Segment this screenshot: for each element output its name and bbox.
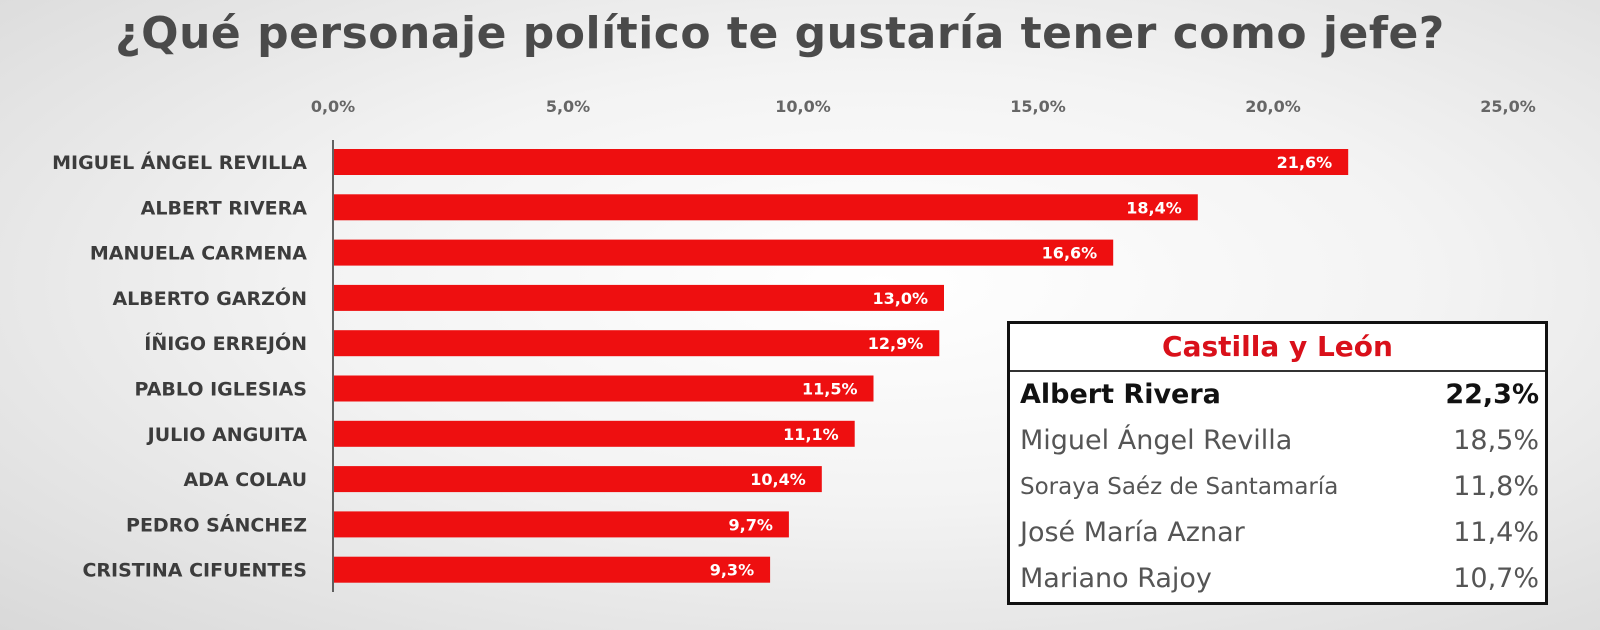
x-tick-label: 20,0% <box>1245 97 1301 116</box>
bar <box>334 149 1349 175</box>
inset-row-name: José María Aznar <box>1020 517 1245 548</box>
data-label: 12,9% <box>868 334 924 353</box>
bar <box>334 239 1114 266</box>
data-label: 10,4% <box>750 470 806 489</box>
category-label: ADA COLAU <box>183 469 307 491</box>
inset-row: Soraya Saéz de Santamaría 11,8% <box>1010 464 1545 510</box>
inset-title: Castilla y León <box>1010 324 1545 372</box>
bar <box>334 420 855 447</box>
inset-row-value: 11,8% <box>1453 471 1539 502</box>
bar <box>334 284 944 311</box>
bar <box>334 556 771 583</box>
category-label: MANUELA CARMENA <box>90 243 307 265</box>
x-tick-label: 15,0% <box>1010 97 1066 116</box>
category-label: PEDRO SÁNCHEZ <box>126 513 307 536</box>
x-tick-label: 0,0% <box>311 97 355 116</box>
bar <box>334 511 789 538</box>
data-label: 11,1% <box>783 425 839 444</box>
data-label: 9,3% <box>710 561 754 580</box>
category-label: CRISTINA CIFUENTES <box>82 560 307 582</box>
castilla-y-leon-table: Castilla y León Albert Rivera 22,3% Miguel… <box>1007 321 1548 605</box>
category-label: ÍÑIGO ERREJÓN <box>144 331 307 355</box>
inset-row: José María Aznar 11,4% <box>1010 510 1545 556</box>
data-label: 13,0% <box>872 289 928 308</box>
category-label: MIGUEL ÁNGEL REVILLA <box>52 151 307 174</box>
data-label: 18,4% <box>1126 198 1182 217</box>
bar <box>334 330 940 357</box>
inset-row-name: Soraya Saéz de Santamaría <box>1020 474 1339 500</box>
bar <box>334 194 1198 221</box>
data-label: 16,6% <box>1042 244 1098 263</box>
bar <box>334 375 874 402</box>
x-tick-label: 5,0% <box>546 97 590 116</box>
x-tick-label: 25,0% <box>1480 97 1536 116</box>
inset-row-name: Miguel Ángel Revilla <box>1020 425 1293 456</box>
inset-row-value: 22,3% <box>1445 379 1539 410</box>
inset-row: Mariano Rajoy 10,7% <box>1010 556 1545 602</box>
category-label: JULIO ANGUITA <box>146 424 308 446</box>
inset-row-value: 11,4% <box>1453 517 1539 548</box>
data-label: 9,7% <box>729 515 773 534</box>
category-label: ALBERT RIVERA <box>141 197 308 219</box>
data-label: 11,5% <box>802 380 858 399</box>
inset-row-name: Mariano Rajoy <box>1020 563 1212 594</box>
inset-row-value: 18,5% <box>1453 425 1539 456</box>
category-label: ALBERTO GARZÓN <box>112 286 307 310</box>
bar <box>334 466 822 493</box>
inset-row: Albert Rivera 22,3% <box>1010 372 1545 418</box>
inset-row-name: Albert Rivera <box>1020 379 1221 410</box>
inset-row: Miguel Ángel Revilla 18,5% <box>1010 418 1545 464</box>
data-label: 21,6% <box>1277 153 1333 172</box>
inset-row-value: 10,7% <box>1453 563 1539 594</box>
chart-title: ¿Qué personaje político te gustaría tene… <box>115 8 1445 59</box>
x-tick-label: 10,0% <box>775 97 831 116</box>
category-label: PABLO IGLESIAS <box>135 379 307 401</box>
